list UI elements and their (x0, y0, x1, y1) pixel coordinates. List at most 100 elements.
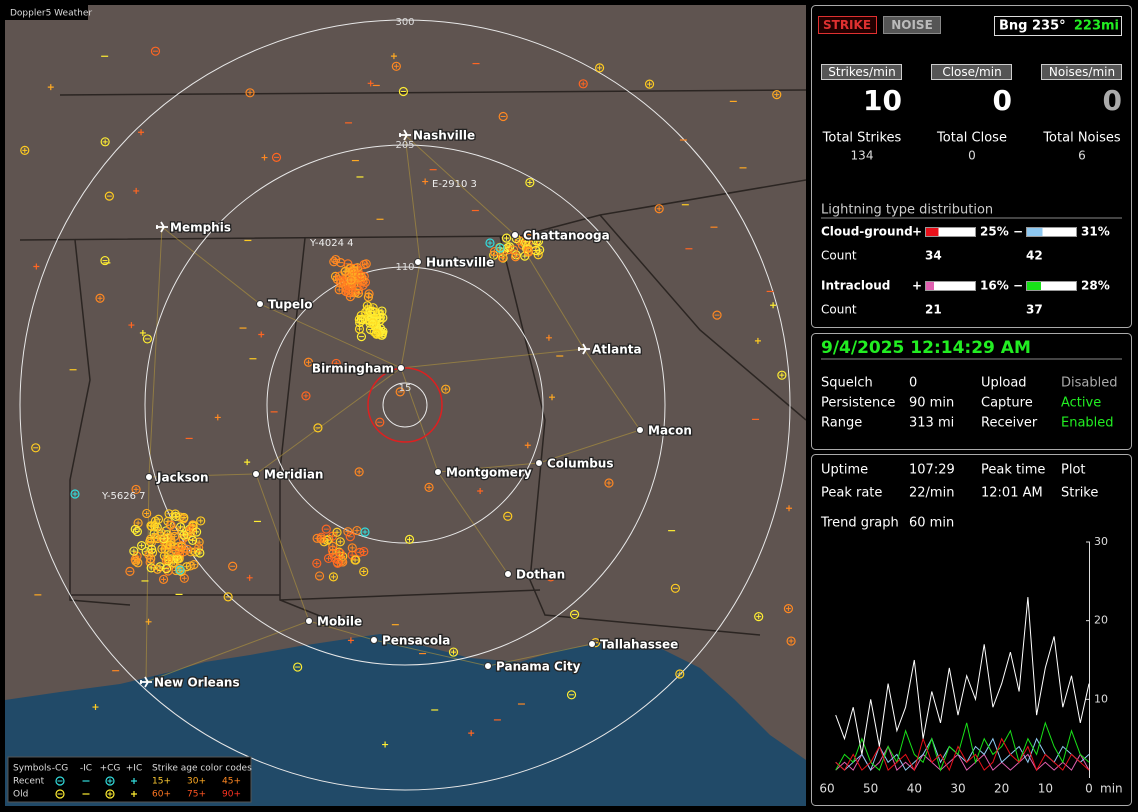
city-dot (434, 468, 442, 476)
city-label: Birmingham (312, 362, 394, 376)
distance: 223mi (1074, 19, 1119, 34)
strike-symbol (107, 778, 113, 784)
strike-symbol (154, 566, 160, 572)
strike-symbol (370, 307, 380, 317)
strike-symbol (258, 331, 265, 338)
strike-symbol (170, 531, 180, 542)
total-value: 134 (851, 149, 874, 163)
strike-symbol (468, 730, 475, 737)
strike-symbol (363, 292, 373, 302)
x-tick-label: 30 (950, 782, 965, 796)
strike-symbol (365, 306, 375, 317)
y-tick-label: 10 (1094, 692, 1108, 705)
strike-symbol (179, 512, 189, 523)
range-label: 205 (395, 140, 414, 151)
city-label: New Orleans (154, 676, 240, 690)
strike-symbol (318, 536, 324, 542)
strike-symbol (131, 791, 137, 797)
strike-symbol (670, 583, 680, 593)
strike-symbol (33, 263, 40, 270)
strike-button-label[interactable]: STRIKE (823, 18, 871, 32)
strike-symbol (347, 637, 354, 644)
strike-symbol (328, 572, 339, 582)
rate-label[interactable]: Noises/min (1049, 65, 1115, 79)
strike-symbol (323, 553, 334, 564)
strike-symbol (777, 370, 787, 380)
x-unit: min (1100, 782, 1123, 796)
rate-label[interactable]: Close/min (942, 65, 1001, 79)
strike-symbol (604, 478, 614, 488)
strike-symbol (332, 527, 342, 537)
rate-button[interactable] (1041, 64, 1122, 80)
legend-header: -IC (80, 764, 92, 774)
count: 42 (1026, 249, 1043, 263)
strike-symbol (497, 253, 508, 263)
strike-symbol (391, 61, 401, 71)
strike-symbol (324, 537, 330, 543)
strike-symbol (356, 315, 367, 325)
stat-text: 22/min (909, 486, 954, 501)
strike-symbol (647, 81, 653, 87)
strike-symbol (513, 254, 519, 260)
noise-button[interactable] (883, 16, 941, 34)
strike-symbol (332, 555, 338, 561)
noise-button-label[interactable]: NOISE (891, 18, 933, 32)
airport-icon (578, 343, 590, 355)
stat-text: Peak rate (821, 486, 882, 501)
strike-layer (20, 46, 796, 748)
setting-value: Enabled (1061, 416, 1114, 431)
bar-fill (1027, 282, 1041, 290)
strike-symbol (132, 526, 142, 537)
stat-text: 107:29 (909, 463, 955, 478)
city-label: Macon (648, 424, 692, 438)
strike-symbol (271, 152, 282, 162)
datetime: 9/4/2025 12:14:29 AM (821, 338, 1031, 358)
strike-symbol (104, 191, 114, 201)
strike-symbol (191, 562, 197, 568)
strike-symbol (261, 154, 268, 161)
strike-button[interactable] (818, 16, 877, 34)
strike-symbol (312, 558, 322, 568)
city-dot (511, 231, 519, 239)
strike-symbol (343, 527, 353, 537)
strike-symbol (152, 518, 158, 524)
strike-symbol (367, 80, 374, 87)
city-dot (256, 300, 264, 308)
strike-symbol (441, 384, 451, 394)
strike-symbol (521, 237, 531, 247)
strike-symbol (505, 245, 511, 251)
range-label: 15 (399, 383, 412, 394)
strike-symbol (157, 564, 163, 570)
sign: − (1013, 279, 1023, 293)
city-dot (535, 459, 543, 467)
strike-symbol (55, 776, 65, 786)
city-label: Columbus (547, 457, 614, 471)
strike-symbol (190, 537, 196, 543)
strike-symbol (549, 394, 556, 401)
strike-symbol (786, 505, 793, 512)
storm-label: Y-4024 4 (309, 238, 354, 249)
strike-symbol (501, 233, 512, 243)
strike-symbol (194, 543, 204, 553)
city-layer: Nashville Memphis Atlanta New Orleans Chatta… (140, 127, 693, 691)
strike-symbol (546, 572, 556, 582)
rate-label[interactable]: Strikes/min (828, 65, 895, 79)
rate-button[interactable] (931, 64, 1012, 80)
trend-line (835, 721, 1090, 772)
rate-button[interactable] (821, 64, 902, 80)
count: 21 (925, 303, 942, 317)
strike-symbol (503, 511, 513, 521)
strike-symbol (335, 271, 345, 281)
strike-symbol (186, 531, 196, 541)
panel (811, 5, 1132, 328)
strike-symbol (164, 554, 174, 564)
city-label: Dothan (516, 568, 565, 582)
stat-text: Strike (1061, 486, 1098, 501)
stat-text: Peak time (981, 463, 1045, 478)
setting-value: 0 (909, 376, 917, 391)
strike-symbol (173, 513, 179, 519)
strike-symbol (334, 529, 340, 535)
strike-symbol (305, 359, 311, 365)
strike-symbol (355, 547, 365, 557)
strike-symbol (125, 566, 135, 576)
